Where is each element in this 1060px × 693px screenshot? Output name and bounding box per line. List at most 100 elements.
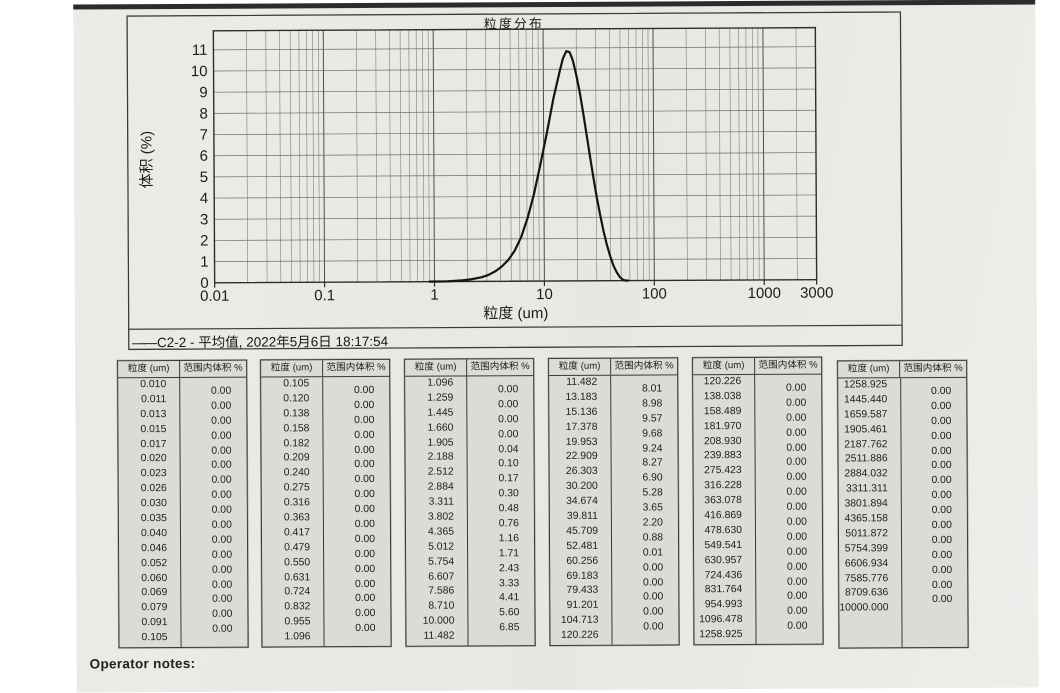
axis-tick-label: 11 [192,42,208,59]
volume-cell: 0.00 [756,605,822,620]
chart-line [214,89,816,92]
volume-cell: 0.00 [324,533,390,548]
chart-line [499,29,500,281]
volume-cell: 1.71 [468,547,534,562]
chart-line [705,28,706,280]
chart-line [323,30,324,282]
size-column-header: 粒度 (um) [693,358,754,374]
chart-line [299,30,300,282]
chart-line [653,28,654,280]
volume-cell: 0.00 [756,456,822,471]
chart-line [538,29,539,281]
volume-column-header: 范围内体积 % [754,358,821,374]
volume-cell: 0.00 [755,411,821,426]
volume-cell: 0.10 [468,458,534,473]
size-cell: 549.541 [694,539,755,554]
size-cell: 0.158 [261,422,322,437]
chart-line [746,28,747,280]
axis-tick-label: 10 [191,63,208,80]
chart-line [648,29,649,281]
volume-cell: 0.88 [612,531,678,546]
size-cell: 22.909 [550,450,611,465]
volume-cell: 2.20 [612,516,678,531]
volume-cell: 0.00 [467,383,533,398]
size-cell: 0.363 [262,511,323,526]
axis-tick-label: 1 [430,287,438,304]
size-cell: 1.905 [405,436,466,451]
size-cell: 363.078 [694,494,755,509]
volume-cell: 0.00 [756,545,822,560]
axis-tick-label: 100 [642,285,667,302]
volume-cell: 0.00 [902,564,967,579]
size-cell: 0.479 [262,541,323,556]
table-header-row: 粒度 (um)范围内体积 % [693,358,821,376]
axis-tick-label: 9 [199,84,207,101]
chart-line [318,30,319,282]
axis-tick-label: 1 [200,254,208,271]
size-cell: 0.832 [262,601,323,616]
volume-cell: 0.00 [756,560,822,575]
chart-line [214,237,816,240]
chart-line [266,31,267,283]
size-cell: 0.631 [262,571,323,586]
size-cell: 7.586 [406,585,467,600]
axis-tick-label: 6 [200,148,208,165]
table-header-row: 粒度 (um)范围内体积 % [118,361,246,379]
volume-cell: 0.01 [612,546,678,561]
volume-cell: 2.43 [468,562,534,577]
volume-cell: 0.00 [324,443,390,458]
volume-column-header: 范围内体积 % [899,361,966,377]
size-cell: 2.512 [406,466,467,481]
size-cell: 208.930 [693,435,754,450]
chart-line [796,28,797,280]
volume-cell: 0.00 [756,531,822,546]
size-cell: 3801.894 [839,497,901,512]
volume-cell: 0.30 [468,487,534,502]
volume-cell: 0.00 [756,516,822,531]
volume-cell: 0.00 [902,444,967,459]
chart-line [629,29,630,281]
size-cell: 0.550 [262,556,323,571]
chart-line [686,28,687,280]
chart-line [620,29,621,281]
size-cell: 60.256 [550,554,611,569]
size-cell: 138.038 [693,390,754,405]
size-cell: 2884.032 [839,468,901,483]
axis-tick-label: 3 [200,211,208,228]
chart-line [510,29,511,281]
size-cell: 120.226 [550,629,611,644]
volume-cell: 0.00 [756,590,822,605]
volume-cell: 0.00 [612,606,678,621]
chart-line [306,30,307,282]
size-cell: 6.607 [406,570,467,585]
volume-cell: 0.00 [181,578,247,593]
distribution-curve [428,51,628,282]
volume-cell: 0.00 [901,400,966,415]
chart-line [636,29,637,281]
chart-line [758,28,759,280]
volume-cell: 0.00 [181,444,247,459]
chart-line [214,195,816,198]
volume-cell: 3.65 [612,501,678,516]
size-cell: 11.482 [406,630,467,645]
chart-line [313,30,314,282]
size-cell: 0.240 [262,467,323,482]
size-cell: 158.489 [693,405,754,420]
size-cell: 0.724 [262,586,323,601]
volume-cell: 0.00 [756,501,822,516]
volume-cell: 0.00 [181,504,247,519]
volume-cell: 0.00 [181,519,247,534]
size-cell: 0.079 [119,601,180,616]
size-cell: 104.713 [550,614,611,629]
legend-caption-text: C2-2 - 平均值, 2022年5月6日 18:17:54 [157,334,388,350]
chart-line [213,47,815,50]
volume-cell: 4.41 [468,592,534,607]
size-cell: 91.201 [550,599,611,614]
